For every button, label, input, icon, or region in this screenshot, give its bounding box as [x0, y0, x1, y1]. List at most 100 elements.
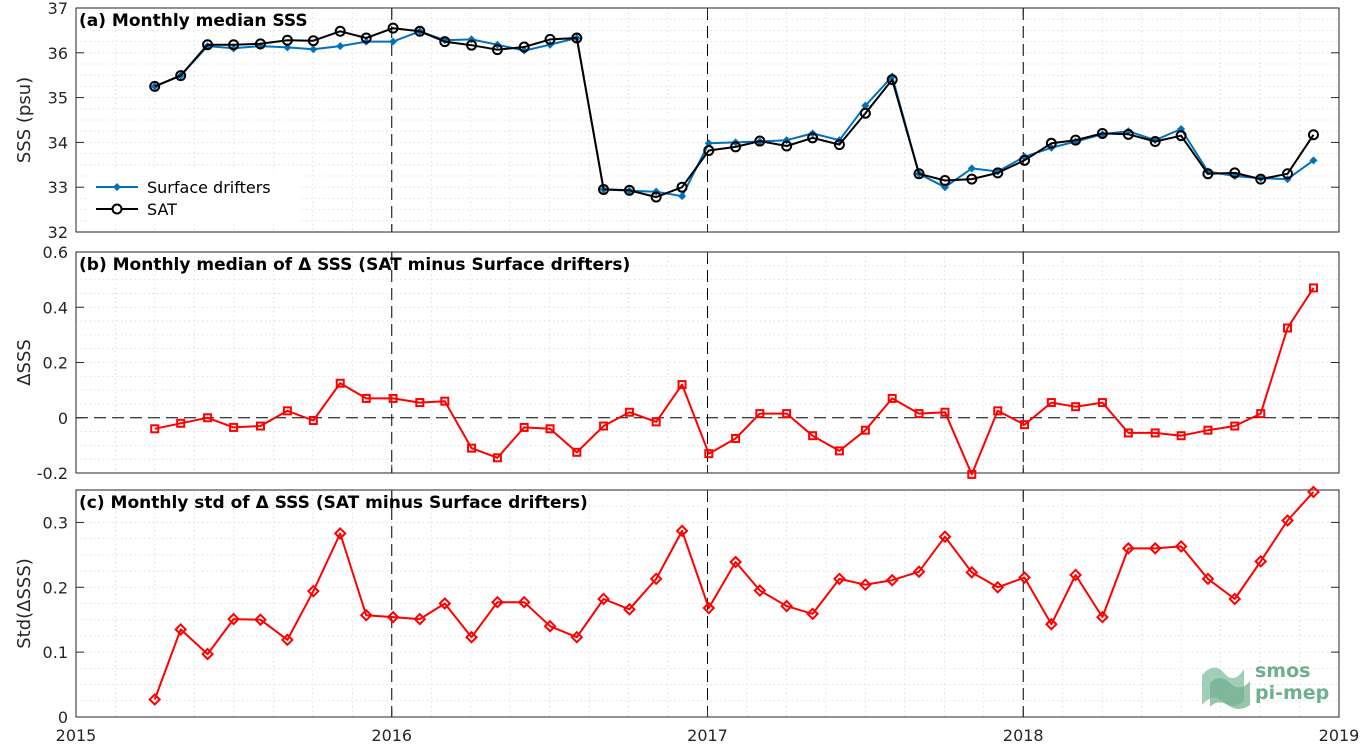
data-point [1096, 127, 1108, 139]
data-point [572, 447, 582, 457]
data-point [624, 407, 634, 417]
data-point [1176, 431, 1186, 441]
data-point [229, 422, 239, 432]
series-line [154, 30, 1315, 198]
data-point [940, 407, 950, 417]
data-point [598, 183, 610, 195]
legend-sat-label: SAT [147, 200, 177, 219]
data-point [1018, 571, 1031, 584]
data-point [1307, 485, 1320, 499]
data-point [1019, 154, 1031, 166]
data-point [543, 619, 557, 633]
data-point [888, 72, 897, 81]
data-point [1121, 541, 1135, 555]
data-point [389, 37, 398, 46]
data-point [309, 45, 318, 54]
x-tick-label: 2019 [1319, 726, 1360, 745]
data-point [1201, 572, 1215, 586]
data-point [465, 630, 478, 644]
data-point [571, 32, 583, 44]
legend: Surface drifters SAT [88, 171, 298, 223]
data-point [414, 25, 426, 37]
legend-drifters-label: Surface drifters [147, 178, 271, 197]
data-point [861, 101, 870, 110]
data-point [491, 44, 503, 56]
data-point [359, 608, 373, 622]
data-point [886, 74, 898, 86]
y-axis-label: ΔSSS [14, 339, 35, 386]
data-point [570, 630, 584, 644]
data-point [860, 425, 870, 435]
data-point [1254, 554, 1268, 568]
data-point [1122, 128, 1134, 140]
y-axis-label: SSS (psu) [14, 77, 35, 163]
data-point [1124, 127, 1133, 136]
data-point [729, 555, 743, 569]
data-point [1148, 541, 1162, 555]
data-point [781, 140, 793, 152]
data-point [833, 139, 845, 151]
data-point [307, 35, 319, 47]
data-point [149, 80, 161, 92]
data-point [623, 184, 635, 196]
data-point [439, 36, 451, 48]
y-tick-label: 37 [48, 0, 68, 18]
data-point [967, 164, 976, 173]
data-point [730, 141, 742, 153]
data-point [885, 573, 899, 587]
data-point [808, 431, 818, 441]
data-point [731, 433, 741, 443]
y-tick-label: 0.1 [43, 643, 68, 662]
data-point [492, 453, 502, 463]
series-line [153, 491, 1315, 700]
data-point [650, 191, 662, 203]
data-point [677, 380, 687, 390]
data-point [1046, 398, 1056, 408]
data-point [467, 443, 477, 453]
data-point [1255, 173, 1267, 185]
data-point [1020, 420, 1030, 430]
y-tick-label: 0.2 [43, 578, 68, 597]
y-tick-label: -0.2 [37, 464, 68, 483]
panel-title: (c) Monthly std of Δ SSS (SAT minus Surf… [79, 493, 588, 513]
data-point [992, 167, 1004, 179]
data-point [833, 572, 846, 586]
data-point [1229, 167, 1241, 179]
data-point [703, 144, 715, 156]
smos-pi-mep-logo: smos pi-mep [1202, 660, 1329, 709]
data-point [887, 393, 897, 403]
x-tick-label: 2017 [687, 726, 728, 745]
data-point [966, 173, 978, 185]
x-tick-label: 2016 [371, 726, 412, 745]
data-point [336, 42, 345, 51]
data-point [466, 39, 478, 51]
data-point [993, 406, 1003, 416]
y-tick-label: 32 [48, 223, 68, 242]
data-point [1256, 409, 1266, 419]
data-point [1070, 134, 1082, 146]
data-point [1071, 402, 1081, 412]
data-point [203, 413, 213, 423]
data-point [360, 32, 372, 44]
y-tick-label: 0.2 [43, 354, 68, 373]
data-point [335, 378, 345, 388]
series-line [154, 287, 1315, 476]
data-point [806, 607, 820, 621]
data-point [334, 25, 346, 37]
data-point [782, 409, 792, 419]
data-point [859, 107, 871, 119]
data-point [174, 623, 188, 636]
data-point [491, 595, 504, 609]
data-point [519, 422, 529, 432]
y-tick-label: 0.6 [43, 243, 68, 262]
data-point [965, 565, 979, 579]
data-point [388, 393, 398, 403]
legend-sat-marker [111, 203, 123, 215]
data-point [702, 601, 716, 615]
data-point [649, 572, 663, 586]
data-point [991, 580, 1005, 594]
panel-title: (a) Monthly median SSS [79, 11, 308, 31]
y-tick-label: 34 [48, 133, 68, 152]
data-point [597, 592, 610, 606]
